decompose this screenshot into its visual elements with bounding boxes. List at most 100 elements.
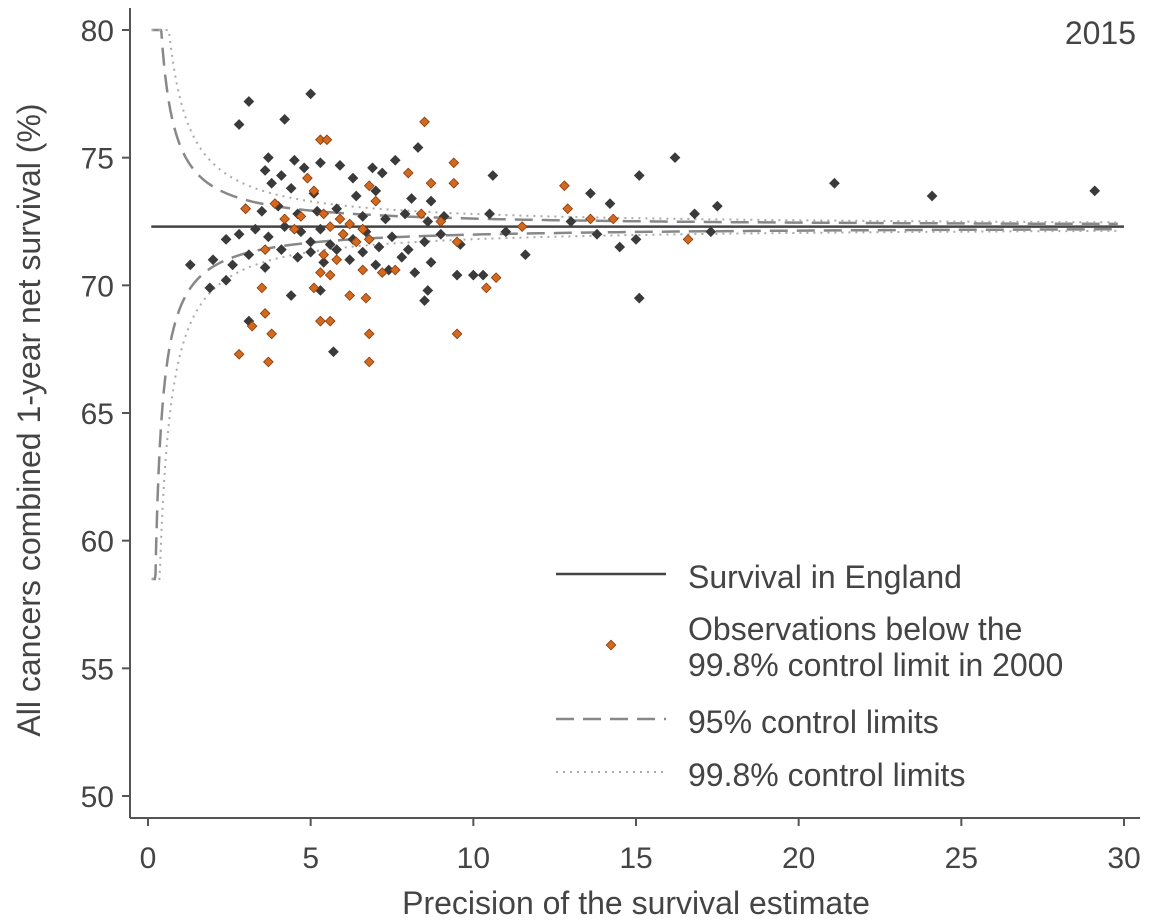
observation-point-below-limit <box>562 203 574 215</box>
observation-point <box>711 200 723 212</box>
observation-point <box>633 170 645 181</box>
observation-point <box>451 269 463 281</box>
observation-point <box>370 185 382 197</box>
axes: 0 5 10 15 20 25 30 50 55 60 65 70 75 80 <box>81 8 1141 875</box>
observation-point <box>276 244 287 255</box>
legend-item-limits95: 95% control limits <box>556 704 939 740</box>
control-limits-layer <box>151 28 1118 581</box>
observation-point-below-limit <box>324 315 336 327</box>
observation-point <box>233 119 245 130</box>
y-tick-label: 75 <box>81 143 114 176</box>
observation-point <box>233 228 245 240</box>
observation-point-below-limit <box>308 185 320 197</box>
observation-point <box>396 251 408 263</box>
observation-point <box>184 259 196 271</box>
observation-point <box>285 290 297 301</box>
control-limit-998-lower <box>151 229 1118 580</box>
observation-point <box>227 259 238 271</box>
legend-swatch-diamond <box>605 639 617 651</box>
observation-point-below-limit <box>419 116 430 128</box>
observation-point <box>256 205 268 217</box>
observation-point <box>279 114 291 125</box>
observation-point-below-limit <box>448 177 460 189</box>
x-tick-label: 25 <box>945 842 978 875</box>
observation-point-below-limit <box>360 292 372 304</box>
x-axis-title: Precision of the survival estimate <box>402 885 870 921</box>
observation-point-below-limit <box>324 269 336 281</box>
observation-point <box>520 249 531 261</box>
observation-point <box>419 295 430 307</box>
observation-point <box>276 170 287 181</box>
observation-points-layer <box>184 88 1101 368</box>
observation-point <box>409 267 421 278</box>
observation-point <box>279 221 291 232</box>
observation-point-below-limit <box>337 228 349 240</box>
observation-point-below-limit <box>451 236 463 248</box>
observation-point <box>207 254 219 266</box>
observation-point <box>220 274 232 286</box>
observation-point <box>1089 185 1101 197</box>
observation-point-below-limit <box>318 208 330 220</box>
x-tick-label: 0 <box>140 842 157 875</box>
observation-point <box>829 177 840 189</box>
observation-point-below-limit <box>315 315 326 327</box>
observation-point <box>373 241 385 253</box>
legend-label: 95% control limits <box>688 704 939 740</box>
observation-point <box>331 244 343 255</box>
observation-point <box>243 249 255 261</box>
y-tick-label: 65 <box>81 398 114 431</box>
observation-point-below-limit <box>490 272 502 284</box>
x-tick-label: 5 <box>302 842 319 875</box>
observation-point-below-limit <box>302 172 313 184</box>
observation-point <box>565 216 577 227</box>
observation-point <box>591 228 603 240</box>
observation-point <box>630 234 642 245</box>
observation-point <box>285 182 297 194</box>
x-tick-label: 30 <box>1107 842 1140 875</box>
observation-point <box>669 152 681 164</box>
observation-point <box>487 170 499 181</box>
observation-point <box>324 239 336 250</box>
observation-point <box>318 256 330 268</box>
observation-point <box>357 246 369 258</box>
observation-point <box>380 213 391 225</box>
observation-point <box>422 285 434 296</box>
observation-point <box>402 244 414 255</box>
observation-point-below-limit <box>363 234 375 245</box>
observation-point-below-limit <box>321 134 333 146</box>
observation-point-below-limit <box>279 213 291 225</box>
observation-point <box>243 96 255 107</box>
observation-point-below-limit <box>448 157 460 169</box>
observation-point-below-limit <box>559 180 570 192</box>
observation-point-below-limit <box>376 267 388 278</box>
observation-point <box>386 231 398 243</box>
observation-point-below-limit <box>295 211 307 222</box>
observation-point-below-limit <box>363 328 375 340</box>
observation-point-below-limit <box>246 320 258 332</box>
observation-point <box>370 259 382 271</box>
observation-point <box>289 154 300 166</box>
observation-point-below-limit <box>324 221 336 232</box>
x-tick-label: 20 <box>782 842 815 875</box>
y-axis-title: All cancers combined 1-year net survival… <box>11 103 47 736</box>
observation-point-below-limit <box>334 213 346 225</box>
observation-point <box>419 236 430 248</box>
observation-point <box>305 236 317 248</box>
observation-point <box>305 246 317 258</box>
y-tick-label: 80 <box>81 15 114 48</box>
observation-point-below-limit <box>308 282 320 294</box>
observation-point <box>633 292 645 304</box>
axis-labels: 2015 Precision of the survival estimate … <box>11 15 1136 921</box>
legend-item-reference: Survival in England <box>556 559 962 595</box>
observation-point-below-limit <box>344 290 356 301</box>
legend-label: Survival in England <box>688 559 962 595</box>
observation-point <box>259 165 271 176</box>
observation-point <box>266 177 277 189</box>
observation-point-below-limit <box>318 249 330 261</box>
observation-point-below-limit <box>256 282 268 294</box>
observation-point <box>484 208 495 220</box>
observation-point-below-limit <box>357 223 369 235</box>
observation-point <box>331 203 343 215</box>
